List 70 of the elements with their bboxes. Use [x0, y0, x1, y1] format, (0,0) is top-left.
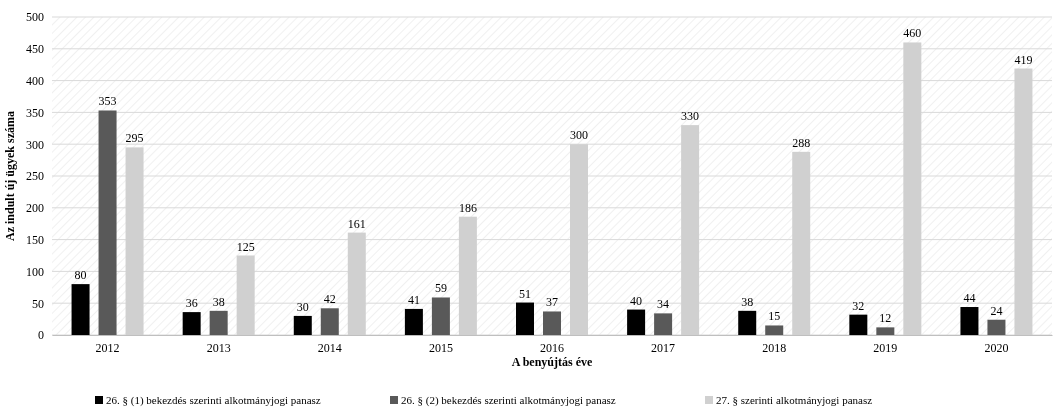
x-tick-label: 2020: [984, 340, 1009, 355]
y-tick-label: 300: [26, 137, 44, 152]
data-label: 42: [323, 292, 336, 307]
x-tick-label: 2016: [540, 340, 564, 355]
x-tick-label: 2019: [873, 340, 898, 355]
data-label: 460: [903, 26, 922, 41]
data-label: 353: [98, 94, 117, 109]
bar: [654, 313, 673, 335]
data-label: 37: [546, 295, 558, 310]
x-tick-label: 2018: [762, 340, 787, 355]
data-label: 38: [212, 294, 225, 309]
data-label: 59: [434, 281, 447, 296]
data-label: 34: [657, 297, 670, 312]
data-label: 44: [963, 291, 976, 306]
data-label: 125: [236, 239, 255, 254]
bar: [876, 327, 895, 335]
data-label: 295: [125, 131, 144, 146]
bar: [849, 314, 868, 335]
bar: [98, 110, 117, 335]
bar: [293, 315, 312, 335]
data-label: 80: [74, 268, 87, 283]
bar: [516, 302, 534, 335]
bar: [182, 312, 201, 335]
y-tick-label: 400: [26, 73, 44, 88]
y-axis-title: Az indult új ügyek száma: [3, 110, 17, 242]
y-tick-label: 350: [26, 105, 44, 120]
y-tick-label: 0: [38, 328, 44, 343]
x-tick-label: 2013: [206, 340, 231, 355]
y-tick-label: 200: [26, 201, 44, 216]
y-tick-label: 150: [26, 232, 44, 247]
data-label: 51: [519, 286, 531, 301]
data-label: 30: [296, 299, 309, 314]
data-label: 15: [768, 309, 781, 324]
data-label: 300: [570, 128, 588, 143]
data-label: 419: [1014, 52, 1033, 67]
x-tick-label: 2014: [317, 340, 342, 355]
x-tick-label: 2015: [428, 340, 453, 355]
bar: [765, 325, 784, 335]
data-label: 38: [741, 294, 754, 309]
bar: [320, 308, 339, 335]
data-label: 36: [185, 296, 198, 311]
bar: [738, 310, 757, 335]
bar: [71, 284, 90, 335]
y-tick-label: 500: [26, 10, 44, 25]
bar: [404, 308, 423, 335]
legend-label: 26. § (1) bekezdés szerinti alkotmányjogi panasz: [106, 394, 321, 407]
y-tick-label: 450: [26, 42, 44, 57]
data-label: 288: [792, 135, 811, 150]
x-tick-label: 2017: [651, 340, 676, 355]
bar: [627, 309, 646, 335]
legend-label: 26. § (2) bekezdés szerinti alkotmányjogi panasz: [401, 394, 616, 407]
data-label: 186: [458, 200, 477, 215]
data-label: 32: [852, 298, 865, 313]
legend-label: 27. § szerinti alkotmányjogi panasz: [716, 394, 873, 406]
data-label: 330: [681, 109, 700, 124]
data-label: 40: [630, 293, 643, 308]
bar: [209, 310, 228, 335]
data-label: 41: [407, 292, 420, 307]
x-tick-label: 2012: [95, 340, 120, 355]
bar: [543, 311, 561, 335]
bar: [431, 297, 450, 335]
y-tick-label: 50: [32, 296, 44, 311]
y-tick-label: 250: [26, 169, 44, 184]
x-axis-title: A benyújtás éve: [511, 355, 593, 369]
bar: [960, 307, 979, 335]
data-label: 24: [990, 303, 1003, 318]
y-tick-label: 100: [26, 264, 44, 279]
data-label: 12: [879, 311, 892, 326]
data-label: 161: [347, 216, 366, 231]
bar: [987, 319, 1006, 335]
